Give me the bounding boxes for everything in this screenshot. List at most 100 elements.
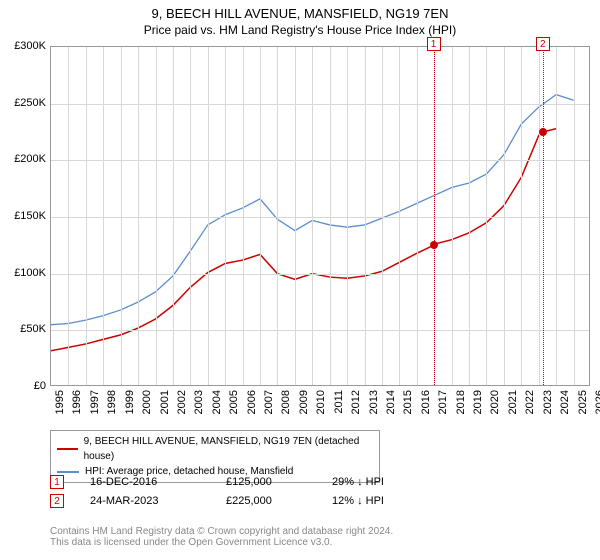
- y-axis-label: £0: [34, 380, 46, 392]
- gridline-v: [330, 47, 331, 385]
- gridline-v: [260, 47, 261, 385]
- x-axis-label: 2002: [176, 390, 188, 414]
- x-axis-label: 2017: [437, 390, 449, 414]
- gridline-v: [556, 47, 557, 385]
- gridline-v: [312, 47, 313, 385]
- y-axis-label: £200K: [14, 153, 46, 165]
- sale-date: 24-MAR-2023: [90, 495, 200, 507]
- x-axis-label: 2016: [420, 390, 432, 414]
- x-axis-label: 2014: [385, 390, 397, 414]
- gridline-h: [51, 330, 589, 331]
- sale-point: [539, 128, 547, 136]
- sale-date: 16-DEC-2016: [90, 476, 200, 488]
- gridline-v: [138, 47, 139, 385]
- x-axis-label: 2018: [455, 390, 467, 414]
- gridline-v: [103, 47, 104, 385]
- gridline-v: [574, 47, 575, 385]
- page-subtitle: Price paid vs. HM Land Registry's House …: [0, 23, 600, 37]
- sale-delta: 29% ↓ HPI: [332, 476, 384, 488]
- legend-label: 9, BEECH HILL AVENUE, MANSFIELD, NG19 7E…: [84, 434, 373, 464]
- gridline-v: [156, 47, 157, 385]
- x-axis-label: 2019: [472, 390, 484, 414]
- gridline-v: [504, 47, 505, 385]
- gridline-v: [539, 47, 540, 385]
- x-axis-label: 1999: [124, 390, 136, 414]
- gridline-v: [277, 47, 278, 385]
- sales-table: 1 16-DEC-2016 £125,000 29% ↓ HPI 2 24-MAR-202…: [50, 470, 590, 513]
- gridline-v: [486, 47, 487, 385]
- gridline-v: [86, 47, 87, 385]
- sale-row: 1 16-DEC-2016 £125,000 29% ↓ HPI: [50, 475, 590, 489]
- page-title: 9, BEECH HILL AVENUE, MANSFIELD, NG19 7E…: [0, 6, 600, 21]
- gridline-v: [469, 47, 470, 385]
- x-axis-label: 2025: [577, 390, 589, 414]
- legend-swatch: [57, 448, 78, 450]
- footer-line1: Contains HM Land Registry data © Crown c…: [50, 526, 590, 537]
- gridline-v: [68, 47, 69, 385]
- gridline-h: [51, 160, 589, 161]
- y-axis-label: £250K: [14, 97, 46, 109]
- x-axis-label: 2003: [193, 390, 205, 414]
- x-axis-label: 2013: [368, 390, 380, 414]
- x-axis-label: 2007: [263, 390, 275, 414]
- footer: Contains HM Land Registry data © Crown c…: [50, 526, 590, 548]
- x-axis-label: 2010: [315, 390, 327, 414]
- x-axis-label: 1997: [89, 390, 101, 414]
- marker-box: 2: [536, 37, 550, 51]
- y-axis-label: £150K: [14, 210, 46, 222]
- x-axis-label: 2022: [524, 390, 536, 414]
- sale-delta: 12% ↓ HPI: [332, 495, 384, 507]
- gridline-v: [521, 47, 522, 385]
- x-axis-label: 2004: [211, 390, 223, 414]
- title-block: 9, BEECH HILL AVENUE, MANSFIELD, NG19 7E…: [0, 0, 600, 37]
- y-axis-label: £100K: [14, 267, 46, 279]
- gridline-v: [347, 47, 348, 385]
- x-axis-label: 2026: [594, 390, 600, 414]
- x-axis-label: 2009: [298, 390, 310, 414]
- y-axis-label: £300K: [14, 40, 46, 52]
- gridline-v: [173, 47, 174, 385]
- gridline-v: [365, 47, 366, 385]
- gridline-h: [51, 274, 589, 275]
- sale-marker-box: 1: [50, 475, 64, 489]
- marker-box: 1: [427, 37, 441, 51]
- price-paid-line: [51, 129, 556, 351]
- x-axis-label: 2024: [559, 390, 571, 414]
- x-axis-label: 2011: [333, 390, 345, 414]
- sale-row: 2 24-MAR-2023 £225,000 12% ↓ HPI: [50, 494, 590, 508]
- gridline-v: [243, 47, 244, 385]
- x-axis-label: 2000: [141, 390, 153, 414]
- gridline-v: [295, 47, 296, 385]
- gridline-v: [417, 47, 418, 385]
- y-axis-label: £50K: [20, 323, 46, 335]
- x-axis-label: 2015: [402, 390, 414, 414]
- marker-line: [543, 47, 544, 385]
- sale-price: £125,000: [226, 476, 306, 488]
- sale-price: £225,000: [226, 495, 306, 507]
- footer-line2: This data is licensed under the Open Gov…: [50, 537, 590, 548]
- gridline-h: [51, 217, 589, 218]
- plot-area: 12: [50, 46, 590, 386]
- line-chart: 12: [50, 46, 590, 386]
- x-axis-label: 2021: [507, 390, 519, 414]
- x-axis-label: 2023: [542, 390, 554, 414]
- gridline-h: [51, 104, 589, 105]
- gridline-v: [452, 47, 453, 385]
- x-axis-label: 2001: [159, 390, 171, 414]
- x-axis-label: 1998: [106, 390, 118, 414]
- sale-marker-box: 2: [50, 494, 64, 508]
- x-axis-label: 1996: [71, 390, 83, 414]
- gridline-v: [399, 47, 400, 385]
- gridline-v: [225, 47, 226, 385]
- legend-item: 9, BEECH HILL AVENUE, MANSFIELD, NG19 7E…: [57, 434, 373, 464]
- x-axis-label: 2006: [246, 390, 258, 414]
- gridline-v: [190, 47, 191, 385]
- x-axis-label: 1995: [54, 390, 66, 414]
- gridline-v: [121, 47, 122, 385]
- gridline-v: [382, 47, 383, 385]
- x-axis-label: 2020: [489, 390, 501, 414]
- x-axis-label: 2012: [350, 390, 362, 414]
- x-axis-label: 2005: [228, 390, 240, 414]
- gridline-v: [208, 47, 209, 385]
- x-axis-label: 2008: [280, 390, 292, 414]
